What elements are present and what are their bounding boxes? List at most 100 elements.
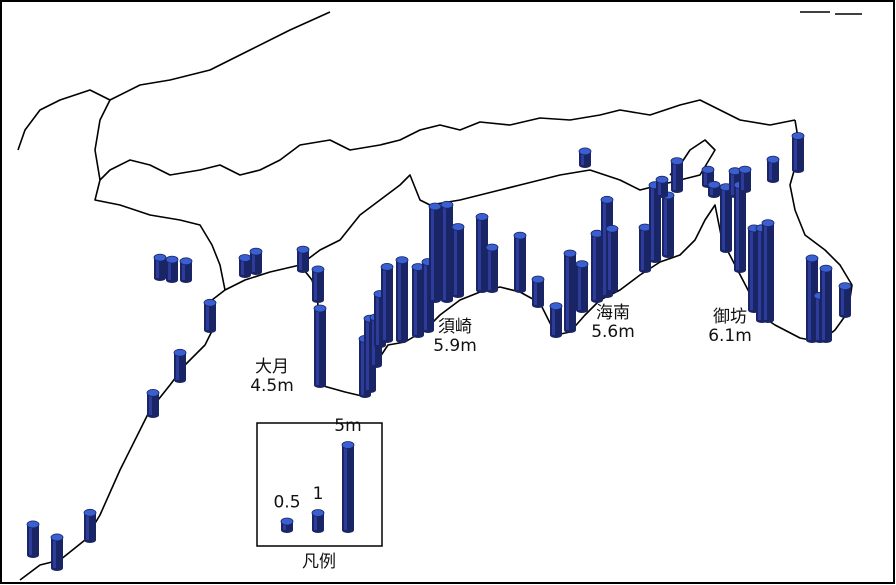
cylinder [26,520,40,558]
cylinder-body [762,223,774,320]
cylinder-top [249,247,263,256]
cylinder-body [708,184,720,195]
cylinder [549,302,563,338]
cylinder [661,191,675,258]
cylinder-base [671,187,683,193]
cylinder-shade [314,269,317,300]
cylinder-base [412,332,424,338]
cylinder-shade [664,195,667,255]
cylinder-body [204,302,216,330]
cylinder-base [312,297,324,303]
cylinder-base [486,287,498,293]
cylinder-shade [673,161,676,190]
cylinder-body [441,204,453,300]
cylinder [451,223,465,298]
cylinder-base [762,317,774,323]
legend-label: 5m [334,416,361,436]
cylinder [563,249,577,333]
cylinder-shade [383,266,386,340]
cylinder-base [342,527,354,533]
cylinder-base [204,327,216,333]
cylinder [638,223,652,273]
cylinder-top [428,202,442,211]
cylinder-base [532,302,544,308]
place-name: 海南 [596,303,630,323]
cylinder [153,253,167,281]
cylinder-shade [156,257,159,278]
legend-label: 0.5 [273,493,300,513]
cylinder [280,517,294,533]
cylinder-base [297,267,309,273]
cylinder-shade [710,184,713,195]
cylinder-shade [741,169,744,190]
cylinder-shade [764,223,767,320]
cylinder-shade [758,228,761,320]
cylinder-base [364,387,376,393]
cylinder-shade [372,317,375,365]
cylinder-shade [398,260,401,340]
cylinder-base [839,312,851,318]
cylinder-top [380,262,394,271]
cylinder-top [707,180,721,189]
cylinder-shade [750,228,753,310]
cylinder-top [531,275,545,284]
cylinder [791,132,805,173]
cylinder-top [451,223,465,231]
cylinder [440,200,454,303]
cylinder [380,262,394,343]
cylinder-base [550,332,562,338]
cylinder-top [766,155,780,164]
cylinder-base [166,277,178,283]
cylinder-shade [86,512,89,540]
cylinder-shade [29,524,32,555]
cylinder-shade [641,227,644,270]
cylinder-top [165,255,179,264]
cylinder-shade [361,338,364,395]
cylinder-shade [206,302,209,330]
cylinder-top [838,282,852,291]
cylinder [670,157,684,193]
cylinder-top [761,219,775,228]
cylinder [428,202,442,303]
cylinder-top [341,441,355,449]
cylinder-top [819,264,833,273]
cylinder-top [791,132,805,140]
cylinder-shade [283,521,286,530]
cylinder-shade [149,392,152,415]
cylinder-shade [314,513,317,530]
cylinder-top [311,265,325,274]
cylinder-shade [704,169,707,185]
place-name: 須崎 [438,317,472,337]
cylinder-top [605,224,619,233]
cylinder [819,264,833,343]
cylinder-shade [366,318,369,390]
cylinder-top [549,302,563,311]
cylinder-shade [651,185,654,260]
cylinder [738,165,752,193]
cylinder-top [475,212,489,221]
cylinder-shade [252,251,255,272]
cylinder [341,441,355,533]
cylinder-top [440,200,454,209]
cylinder-top [280,517,294,526]
cylinder-shade [722,187,725,250]
place-name: 御坊 [713,307,747,327]
cylinder-top [83,508,97,517]
cylinder-shade [731,171,734,195]
cylinder-body [314,308,326,385]
cylinder-shade [578,264,581,310]
cylinder [249,247,263,275]
cylinder-top [485,243,499,252]
cylinder-top [600,195,614,204]
cylinder-base [381,337,393,343]
cylinder-shade [534,279,537,305]
cylinder [838,282,852,318]
cylinder-shade [168,259,171,280]
place-height: 6.1m [708,326,752,346]
place-height: 5.6m [591,322,635,342]
cylinder-base [147,412,159,418]
cylinder-shade [516,235,519,290]
cylinder [531,275,545,308]
cylinder [238,254,252,278]
